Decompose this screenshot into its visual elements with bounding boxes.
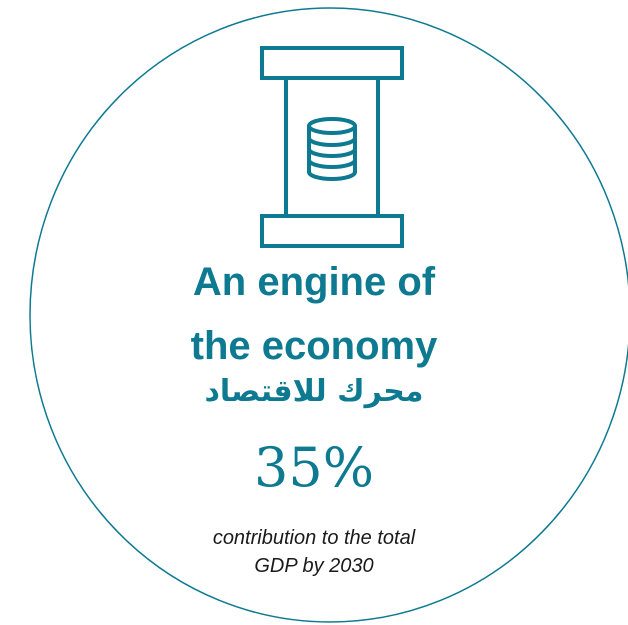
- stat-caption-line-2: GDP by 2030: [254, 555, 374, 577]
- headline-line-2: the economy: [190, 324, 438, 368]
- stat-value: 35%: [253, 436, 375, 499]
- pillar-database-icon: [260, 46, 404, 248]
- headline-line-1: An engine of: [192, 260, 436, 304]
- stat-caption-line-1: contribution to the total: [212, 527, 416, 549]
- arabic-headline: محرك للاقتصاد: [204, 374, 424, 409]
